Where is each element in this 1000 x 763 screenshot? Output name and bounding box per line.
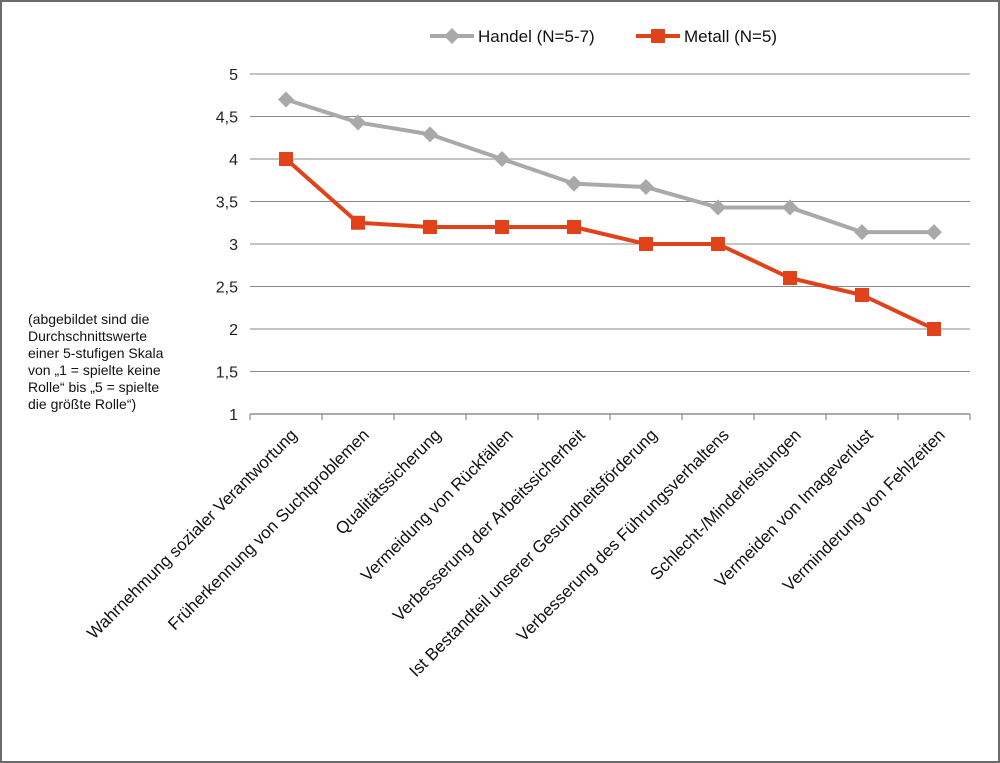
data-point [855,288,869,302]
legend-label: Handel (N=5-7) [478,27,595,46]
note-line: (abgebildet sind die [28,311,150,327]
data-point [422,126,438,143]
legend-marker [651,29,665,43]
y-tick-label: 2,5 [216,280,238,297]
y-tick-label: 1 [229,407,238,424]
note-line: von „1 = spielte keine [28,362,161,378]
data-point [710,199,726,216]
data-point [639,237,653,251]
series-layer [278,91,942,336]
data-point [351,215,365,230]
data-point [495,220,509,234]
legend-marker [444,28,460,44]
series-handel [278,91,942,241]
gridlines [250,73,970,372]
series-metall [279,152,941,336]
x-tick-label: Schlecht-/Minderleistungen [646,425,804,583]
x-tick-label: Ist Bestandteil unserer Gesundheitsförde… [405,425,660,680]
y-tick-label: 4,5 [216,110,238,127]
data-point [711,237,725,251]
y-tick-label: 3 [229,237,238,254]
data-point [638,179,654,196]
data-point [279,152,293,166]
data-point [782,199,798,216]
series-line [285,97,934,235]
data-point [567,220,581,234]
y-tick-label: 3,5 [216,195,238,212]
note-line: Rolle“ bis „5 = spielte [28,379,160,395]
data-point [350,114,366,131]
scale-note: (abgebildet sind die Durchschnittswerte … [28,311,228,413]
y-tick-label: 2 [229,322,238,339]
data-point [783,271,797,285]
note-line: die größte Rolle“) [28,396,137,412]
legend: Handel (N=5-7) Metall (N=5) [430,27,777,46]
legend-label: Metall (N=5) [684,27,777,46]
data-point [566,175,582,192]
series-line [284,157,935,331]
data-point [927,322,941,336]
y-tick-label: 1,5 [216,365,238,382]
y-tick-label: 4 [229,152,238,169]
data-point [423,220,437,234]
data-point [278,91,294,108]
legend-entry: Metall (N=5) [636,27,777,46]
y-tick-label: 5 [229,67,238,84]
note-line: einer 5-stufigen Skala [28,345,164,361]
data-point [854,224,870,241]
note-line: Durchschnittswerte [28,328,148,344]
x-tick-label: Vermeidung von Rückfällen [357,425,517,585]
legend-entry: Handel (N=5-7) [430,27,595,46]
data-point [926,224,942,241]
data-point [494,151,510,167]
